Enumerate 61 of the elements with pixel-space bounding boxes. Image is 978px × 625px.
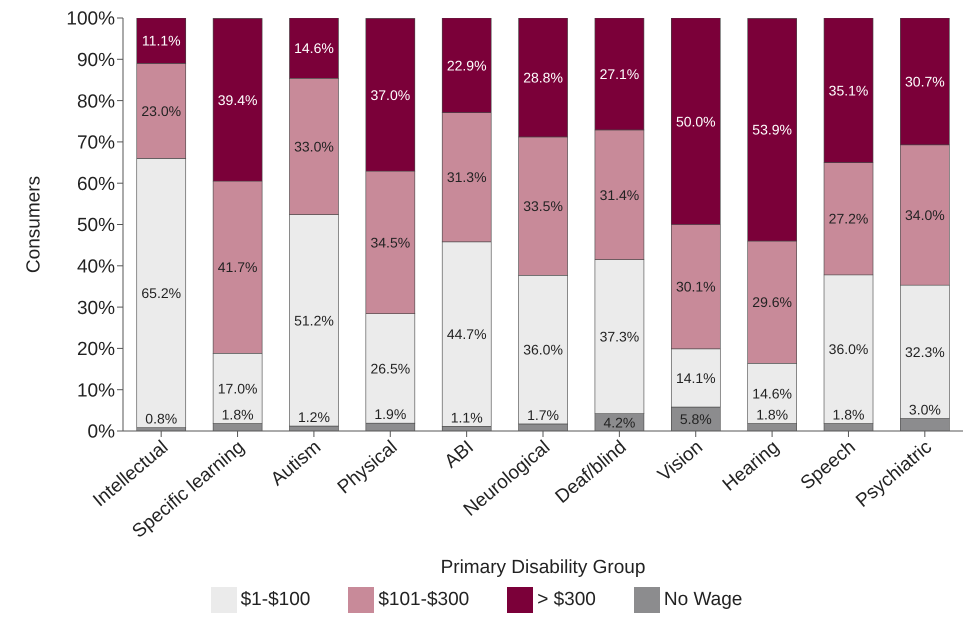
data-label: 14.6% xyxy=(752,385,792,402)
y-axis-title: Consumers xyxy=(24,176,45,274)
data-label: 39.4% xyxy=(218,92,258,108)
data-label: 50.0% xyxy=(676,113,716,130)
legend-label: $101-$300 xyxy=(378,589,470,610)
y-tick-label: 40% xyxy=(76,256,116,278)
data-label: 37.3% xyxy=(600,328,640,345)
data-label: 37.0% xyxy=(370,86,410,103)
data-label: 28.8% xyxy=(523,69,563,86)
data-label: 1.7% xyxy=(527,406,560,423)
y-tick-label: 90% xyxy=(76,50,116,72)
data-label: 30.7% xyxy=(905,73,945,90)
y-tick-label: 100% xyxy=(66,8,116,30)
data-label: 32.3% xyxy=(905,344,945,360)
data-label: 1.2% xyxy=(298,409,330,426)
data-label: 1.8% xyxy=(756,406,788,423)
data-label: 27.2% xyxy=(828,210,868,227)
data-label: 1.8% xyxy=(222,406,254,423)
y-tick-label: 80% xyxy=(76,91,116,112)
data-label: 1.1% xyxy=(450,409,483,426)
data-label: 17.0% xyxy=(218,380,258,396)
data-label: 53.9% xyxy=(752,122,792,138)
y-tick-label: 50% xyxy=(76,215,116,236)
data-label: 23.0% xyxy=(141,102,182,119)
data-label: 11.1% xyxy=(142,32,181,49)
data-label: 31.4% xyxy=(600,186,640,203)
y-tick-label: 60% xyxy=(76,174,116,195)
data-label: 36.0% xyxy=(828,341,868,358)
data-label: 14.6% xyxy=(294,40,334,56)
data-label: 33.0% xyxy=(294,138,334,154)
data-label: 33.5% xyxy=(523,198,563,214)
legend-label: > $300 xyxy=(537,589,596,610)
data-label: 0.8% xyxy=(145,410,178,427)
data-label: 44.7% xyxy=(446,326,487,342)
data-label: 65.2% xyxy=(141,285,182,302)
y-tick-label: 20% xyxy=(76,339,116,360)
data-label: 1.8% xyxy=(832,406,864,423)
data-label: 26.5% xyxy=(370,360,410,376)
data-label: 34.5% xyxy=(370,234,410,250)
data-label: 27.1% xyxy=(600,66,640,82)
data-label: 41.7% xyxy=(218,259,258,276)
data-label: 1.9% xyxy=(374,406,406,422)
y-tick-label: 70% xyxy=(76,132,116,154)
y-tick-label: 10% xyxy=(76,380,116,402)
data-label: 4.2% xyxy=(603,414,636,430)
data-label: 3.0% xyxy=(908,402,941,418)
legend-label: $1-$100 xyxy=(240,589,310,610)
data-label: 34.0% xyxy=(905,207,945,223)
y-tick-label: 0% xyxy=(88,422,116,443)
data-label: 14.1% xyxy=(676,370,716,386)
data-label: 35.1% xyxy=(828,82,868,98)
data-label: 5.8% xyxy=(680,411,712,428)
x-axis-title: Primary Disability Group xyxy=(440,557,646,578)
legend-label: No Wage xyxy=(664,589,742,610)
data-label: 22.9% xyxy=(446,57,487,74)
data-label: 29.6% xyxy=(752,294,792,310)
data-label: 31.3% xyxy=(446,169,487,186)
data-label: 30.1% xyxy=(676,278,716,295)
data-label: 36.0% xyxy=(523,342,563,358)
y-tick-label: 30% xyxy=(76,298,116,319)
data-label: 51.2% xyxy=(294,312,334,328)
